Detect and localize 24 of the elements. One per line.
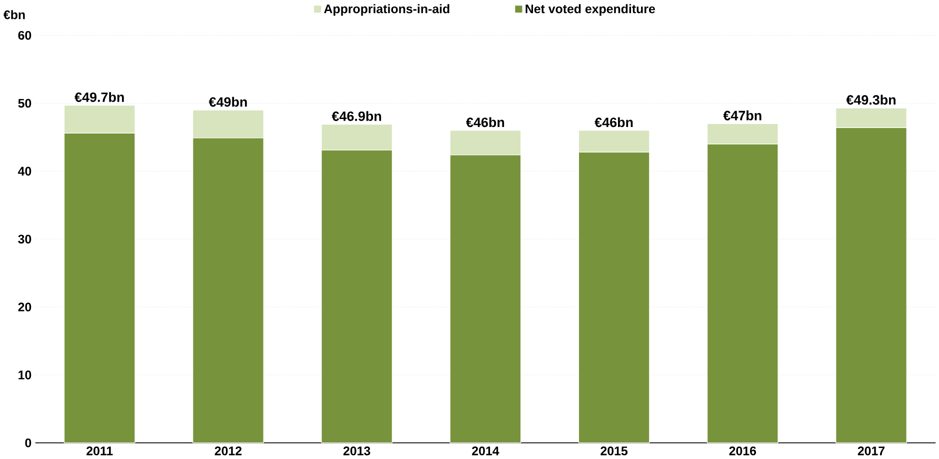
- total-label: €46.9bn: [332, 111, 382, 122]
- total-label: €49.3bn: [846, 94, 896, 105]
- x-tick-label: 2011: [86, 446, 113, 456]
- y-tick-label: 50: [18, 98, 32, 108]
- y-tick-label: 10: [18, 370, 32, 380]
- x-tick-label: 2016: [729, 446, 756, 456]
- legend-label: Net voted expenditure: [526, 4, 655, 16]
- total-label: €49bn: [208, 96, 247, 107]
- y-tick-label: 40: [18, 166, 32, 176]
- y-tick-label: 60: [18, 31, 32, 40]
- y-tick-label: 0: [25, 438, 32, 448]
- legend-label: Appropriations-in-aid: [324, 4, 450, 16]
- total-label: €49.7bn: [74, 92, 124, 102]
- y-tick-label: 30: [18, 234, 32, 244]
- x-tick-label: 2013: [343, 446, 370, 456]
- x-tick-label: 2014: [472, 446, 500, 456]
- x-tick-label: 2015: [600, 446, 628, 456]
- total-label: €47bn: [723, 110, 762, 120]
- total-label: €46bn: [466, 117, 504, 128]
- x-tick-label: 2012: [214, 446, 242, 456]
- x-tick-label: 2017: [858, 446, 885, 456]
- y-axis-title: €bn: [4, 10, 25, 20]
- y-tick-label: 20: [18, 302, 32, 312]
- total-label: €46bn: [594, 117, 633, 128]
